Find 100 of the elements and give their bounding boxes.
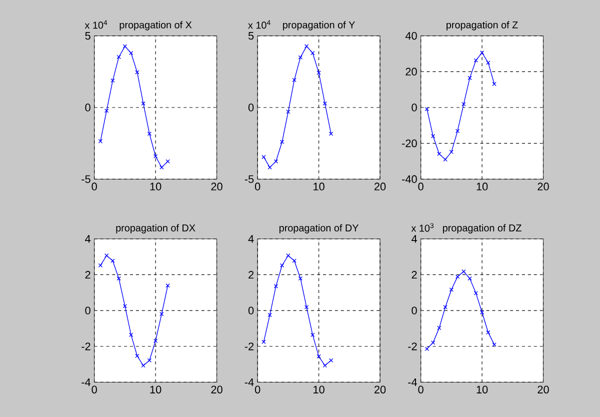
y-tick-label: -2	[82, 342, 90, 350]
y-tick-label: -4	[244, 378, 254, 386]
text: x 10$^{4}$	[84, 20, 108, 29]
point	[286, 110, 290, 114]
point	[322, 363, 328, 368]
point	[474, 58, 478, 62]
y-tick-label: 0	[412, 306, 417, 314]
point	[480, 50, 484, 55]
point	[128, 50, 134, 56]
point	[443, 305, 448, 310]
point	[274, 284, 278, 288]
y-tick-label: 4	[248, 235, 254, 243]
y-tick-label: -4	[408, 378, 417, 386]
chart-title: propagation of DX	[116, 224, 196, 234]
y-tick-label: 0	[248, 306, 254, 314]
point	[268, 312, 272, 318]
text: x 10$^{3}$	[411, 223, 434, 232]
y-tick-label: -2	[408, 342, 417, 350]
x-tick-label: 10	[150, 182, 162, 190]
y-tick-label: 0	[248, 104, 254, 112]
point	[141, 363, 146, 368]
x-tick-label: 20	[538, 182, 549, 190]
point	[310, 50, 315, 56]
x-tick-label: 0	[92, 386, 97, 394]
point	[116, 276, 121, 281]
point	[474, 291, 478, 296]
point	[462, 269, 466, 274]
y-tick-label: -2	[244, 342, 254, 350]
chart-title: propagation of Y	[283, 21, 355, 30]
y-tick-label: 4	[85, 235, 91, 243]
point	[160, 312, 164, 316]
x-tick-label: 20	[374, 182, 386, 190]
point	[304, 305, 309, 310]
x-tick-label: 20	[538, 386, 549, 394]
x-tick-label: 20	[211, 182, 222, 190]
point	[292, 78, 296, 82]
point	[135, 70, 140, 74]
x-tick-label: 10	[476, 182, 488, 190]
point	[480, 310, 484, 314]
y-tick-label: 2	[412, 270, 417, 278]
chart-title: propagation of DZ	[442, 224, 522, 234]
point	[437, 326, 442, 330]
y-tick-label: 0	[412, 104, 417, 112]
point	[449, 150, 454, 154]
y-tick-label: -4	[82, 378, 91, 386]
point	[468, 76, 472, 80]
y-tick-label: -5	[82, 175, 90, 183]
point	[455, 274, 460, 279]
point	[298, 55, 303, 60]
point	[153, 154, 158, 158]
y-tick-label: 40	[405, 32, 417, 40]
point	[468, 276, 472, 281]
point	[430, 134, 436, 138]
point	[116, 54, 121, 60]
point	[122, 304, 128, 308]
point	[449, 287, 454, 292]
y-tick-label: 2	[248, 270, 254, 278]
y-tick-label: 0	[85, 306, 90, 314]
chart-title: propagation of DY	[279, 224, 359, 234]
point	[486, 330, 490, 334]
x-tick-label: 0	[418, 182, 424, 190]
y-tick-label: 4	[412, 235, 417, 243]
point	[160, 165, 164, 170]
point	[437, 152, 442, 156]
point	[310, 332, 315, 337]
x-tick-label: 0	[254, 182, 260, 190]
point	[462, 102, 466, 106]
point	[128, 332, 134, 337]
point	[147, 132, 152, 136]
chart-title: propagation of Z	[446, 21, 518, 30]
point	[316, 354, 321, 358]
x-tick-label: 10	[314, 182, 324, 190]
point	[110, 258, 115, 263]
point	[122, 44, 128, 48]
y-tick-label: -20	[402, 139, 417, 148]
point	[298, 276, 303, 281]
x-tick-label: 10	[314, 386, 324, 394]
point	[280, 263, 284, 268]
point	[430, 340, 436, 345]
text: x 10$^{4}$	[248, 20, 270, 29]
y-tick-label: 5	[248, 32, 254, 40]
point	[292, 258, 296, 263]
y-tick-label: 2	[85, 270, 90, 278]
y-tick-label: -5	[244, 175, 254, 183]
x-tick-label: 20	[374, 386, 386, 394]
point	[147, 358, 152, 362]
x-tick-label: 10	[476, 386, 488, 394]
point	[486, 60, 490, 65]
y-tick-label: 0	[85, 104, 90, 112]
point	[141, 101, 146, 106]
point	[110, 78, 115, 83]
point	[304, 44, 309, 48]
point	[316, 70, 321, 75]
point	[135, 354, 140, 358]
point	[153, 338, 158, 343]
point	[322, 101, 328, 106]
point	[280, 140, 284, 144]
y-tick-label: 20	[406, 68, 417, 76]
point	[443, 157, 448, 162]
point	[455, 128, 460, 134]
